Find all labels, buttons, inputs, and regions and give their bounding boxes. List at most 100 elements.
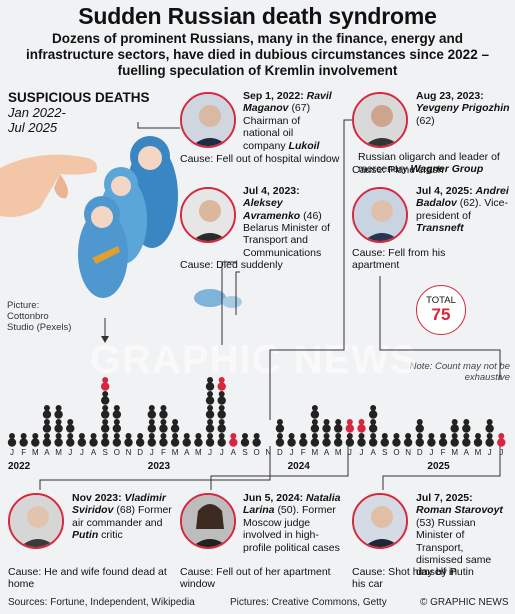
death-icon — [124, 433, 133, 447]
portrait-starovoyt — [352, 493, 408, 549]
death-icon — [427, 433, 436, 447]
month-label: M — [451, 448, 459, 457]
month-label: J — [68, 448, 73, 457]
death-icon — [159, 419, 168, 433]
death-icon — [147, 405, 156, 419]
month-label: M — [334, 448, 342, 457]
death-icon — [112, 405, 122, 419]
month-label: O — [393, 448, 400, 457]
entry-avramenko: Jul 4, 2023: Aleksey Avramenko (46) — [243, 185, 322, 222]
page-subtitle: Dozens of prominent Russians, many in th… — [26, 31, 489, 78]
death-icon — [89, 433, 98, 447]
month-label: A — [463, 448, 470, 457]
death-icon — [368, 433, 378, 447]
month-label: D — [416, 448, 423, 457]
death-icon — [112, 433, 122, 447]
death-icon — [450, 419, 459, 433]
death-icon — [101, 377, 110, 391]
cause-larina: Cause: Fell out of her apartment window — [180, 566, 331, 591]
portrait-avramenko — [180, 187, 236, 243]
timeline-chart — [7, 377, 506, 447]
footer-copyright: © GRAPHIC NEWS — [420, 597, 509, 608]
entry-larina: Jun 5, 2024: Natalia Larina (50). Former… — [243, 492, 341, 554]
death-icon — [287, 433, 296, 447]
death-icon — [217, 405, 226, 419]
year-label: 2024 — [287, 461, 310, 472]
section-heading: SUSPICIOUS DEATHS Jan 2022- Jul 2025 — [8, 90, 150, 135]
footer-sources: Sources: Fortune, Independent, Wikipedia — [8, 597, 195, 608]
month-label: M — [195, 448, 202, 457]
death-icon — [66, 433, 75, 447]
death-icon — [368, 419, 378, 433]
death-icon — [7, 433, 17, 447]
death-icon — [334, 433, 343, 447]
death-icon — [31, 433, 40, 447]
section-range-end: Jul 2025 — [8, 120, 58, 135]
month-label: J — [79, 448, 84, 457]
death-icon — [322, 433, 331, 447]
month-label: M — [474, 448, 482, 457]
month-label: J — [10, 448, 14, 457]
death-icon — [170, 433, 180, 447]
death-icon — [392, 433, 401, 447]
death-icon — [101, 405, 110, 419]
month-label: M — [55, 448, 62, 457]
death-icon — [485, 433, 494, 447]
death-icon — [415, 419, 424, 433]
death-icon — [54, 405, 63, 419]
month-label: J — [347, 448, 352, 457]
death-icon — [66, 419, 75, 433]
portrait-sviridov — [8, 493, 64, 549]
watermark: GRAPHIC NEWS — [90, 338, 418, 382]
death-icon — [194, 433, 203, 447]
death-icon — [415, 433, 424, 447]
death-icon — [205, 419, 215, 433]
cause-maganov: Cause: Fell out of hospital window — [180, 153, 340, 165]
section-range-start: Jan 2022- — [8, 105, 66, 120]
month-label: J — [219, 448, 224, 457]
death-icon — [159, 433, 168, 447]
year-label: 2022 — [8, 461, 31, 472]
month-label: M — [311, 448, 319, 457]
death-icon — [299, 433, 308, 447]
death-icon — [77, 433, 87, 447]
month-label: J — [499, 448, 504, 457]
month-label: N — [265, 448, 272, 457]
death-icon — [42, 419, 52, 433]
section-title: SUSPICIOUS DEATHS — [8, 90, 150, 105]
death-icon — [275, 419, 285, 433]
death-icon — [135, 433, 145, 447]
entry-avramenko-desc: Belarus Minister of Transport and Commun… — [243, 222, 330, 259]
death-icon — [380, 433, 389, 447]
death-icon — [217, 419, 226, 433]
year-label: 2023 — [147, 461, 171, 472]
page-title: Sudden Russian death syndrome — [78, 3, 437, 29]
entry-prigozhin: Aug 23, 2023: Yevgeny Prigozhin (62) — [416, 90, 510, 127]
month-label: F — [21, 448, 27, 457]
death-icon — [112, 419, 122, 433]
matryoshka-illustration — [0, 136, 178, 298]
month-label: S — [102, 448, 108, 457]
death-icon — [485, 419, 494, 433]
portrait-maganov — [180, 92, 236, 148]
month-label: F — [300, 448, 306, 457]
death-icon — [368, 405, 378, 419]
month-label: N — [405, 448, 411, 457]
month-label: O — [113, 448, 120, 457]
month-label: F — [440, 448, 446, 457]
death-icon — [252, 433, 261, 447]
death-icon — [217, 391, 226, 405]
death-icon — [450, 433, 459, 447]
death-icon — [42, 433, 52, 447]
month-label: J — [487, 448, 492, 457]
month-label: J — [149, 448, 154, 457]
entry-maganov: Sep 1, 2022: Ravil Maganov (67) Chairman… — [243, 90, 332, 152]
death-icon — [310, 433, 320, 447]
death-icon — [170, 419, 180, 433]
death-icon — [473, 433, 483, 447]
death-icon — [345, 433, 355, 447]
death-icon — [205, 391, 215, 405]
death-icon — [159, 405, 168, 419]
portrait-prigozhin — [352, 92, 408, 148]
